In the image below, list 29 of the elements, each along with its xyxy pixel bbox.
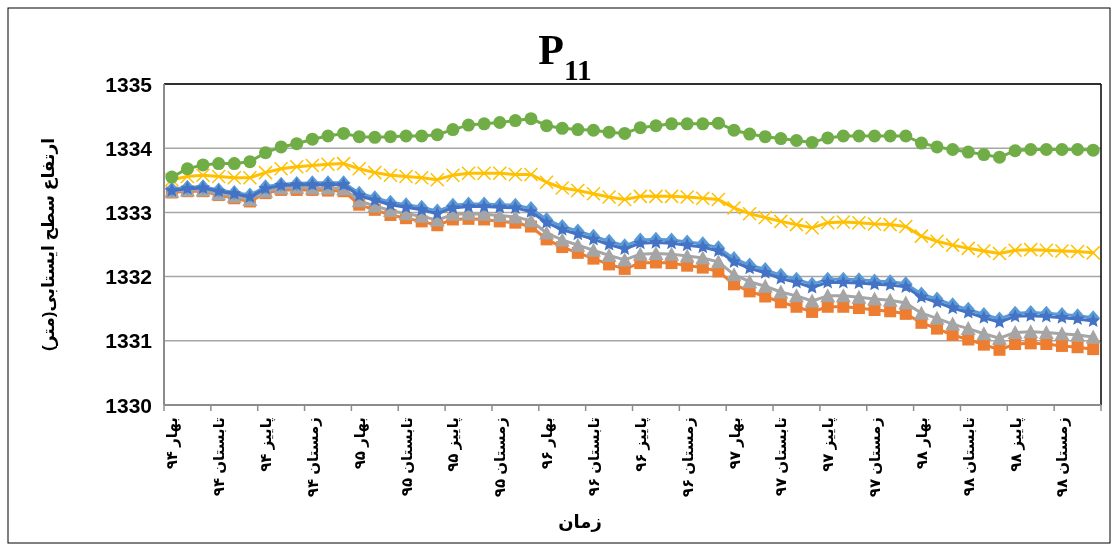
y-tick-label: 1331 <box>105 329 153 353</box>
x-tick-label: زمستان ۹۵ <box>491 417 510 498</box>
x-tick-label: تابستان ۹۴ <box>210 417 228 497</box>
y-tick-label: 1332 <box>105 265 152 289</box>
x-tick-label: بهار ۹۴ <box>163 417 182 470</box>
x-tick-label: تابستان ۹۸ <box>959 417 977 497</box>
x-tick-label: زمستان ۹۶ <box>678 417 697 498</box>
y-axis-title: ارتفاع سطح ایستابی(متر) <box>38 138 59 351</box>
x-tick-label: زمستان ۹۷ <box>866 417 885 498</box>
x-tick-label: زمستان ۹۴ <box>303 417 322 498</box>
x-axis-title: زمان <box>558 512 602 532</box>
x-tick-label: پاییز ۹۶ <box>631 417 651 472</box>
y-tick-label: 1333 <box>105 200 152 224</box>
x-tick-label: پاییز ۹۸ <box>1006 417 1026 472</box>
chart-title: P$_{11}$ <box>538 27 592 86</box>
y-tick-label: 1335 <box>105 72 153 96</box>
x-tick-label: زمستان ۹۸ <box>1053 417 1072 498</box>
x-tick-label: پاییز ۹۷ <box>819 417 839 472</box>
x-tick-label: بهار ۹۷ <box>725 417 744 470</box>
x-tick-label: تابستان ۹۵ <box>397 417 415 497</box>
y-tick-label: 1330 <box>105 393 152 417</box>
x-tick-label: بهار ۹۶ <box>538 417 557 470</box>
x-tick-label: پاییز ۹۵ <box>444 417 464 472</box>
x-tick-label: تابستان ۹۶ <box>584 417 602 497</box>
y-tick-label: 1334 <box>105 136 153 160</box>
x-tick-label: بهار ۹۵ <box>350 417 369 470</box>
x-tick-label: تابستان ۹۷ <box>772 417 790 497</box>
x-tick-label: بهار ۹۸ <box>912 417 931 470</box>
x-tick-label: پاییز ۹۴ <box>257 417 277 472</box>
